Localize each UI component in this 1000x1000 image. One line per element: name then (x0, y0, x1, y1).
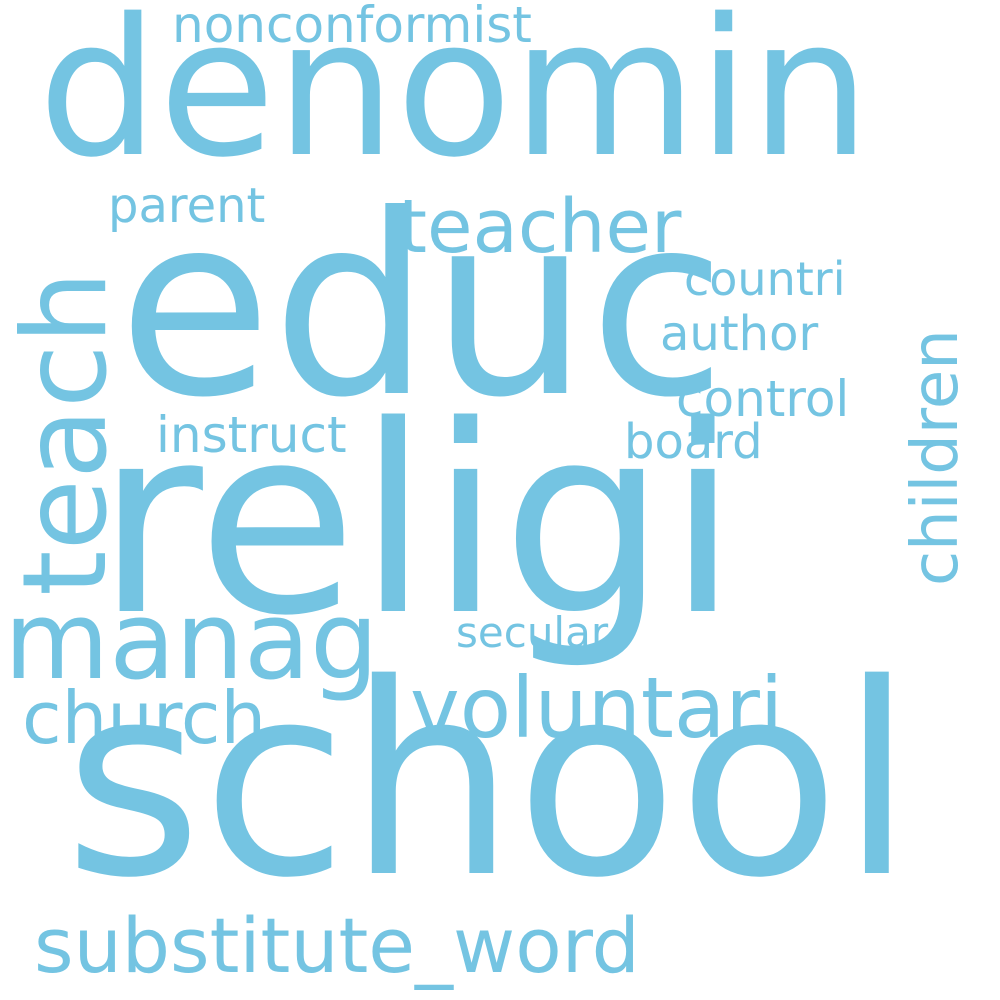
word-parent: parent (108, 178, 266, 234)
word-manag: manag (4, 579, 379, 704)
word-voluntari: voluntari (410, 659, 784, 757)
word-school: school (64, 628, 914, 936)
word-board: board (624, 414, 763, 470)
word-educ: educ (118, 161, 727, 452)
word-church: church (22, 676, 267, 760)
word-denomin: denomin (38, 0, 871, 199)
word-religi: religi (96, 371, 739, 673)
word-instruct: instruct (156, 406, 347, 464)
word-teacher: teacher (398, 184, 682, 270)
word-secular: secular (456, 608, 609, 657)
word-control: control (676, 370, 850, 428)
word-substitute-word: substitute_word (34, 901, 640, 990)
word-teach: teach (0, 270, 133, 596)
word-countri: countri (684, 252, 846, 306)
word-nonconformist: nonconformist (172, 0, 532, 54)
word-author: author (660, 306, 819, 362)
word-children: children (899, 329, 973, 586)
